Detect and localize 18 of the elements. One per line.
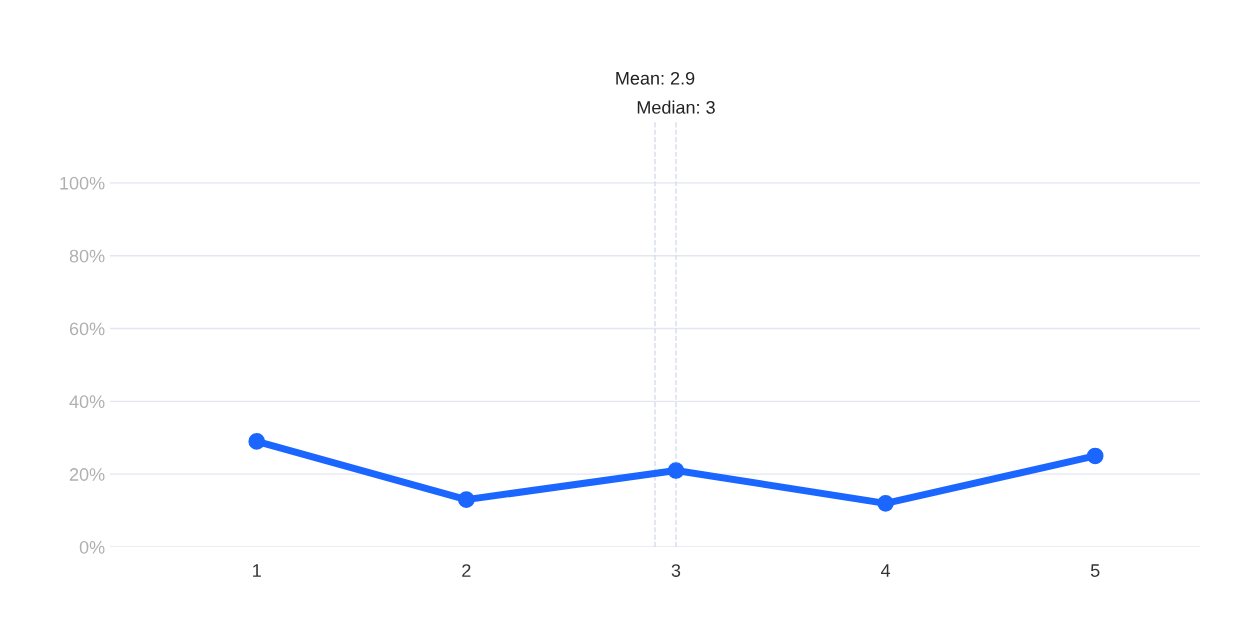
y-tick-label: 100% [60, 176, 105, 190]
x-tick-label: 3 [671, 564, 681, 577]
x-tick-label: 4 [880, 564, 891, 577]
x-tick-label: 2 [462, 564, 471, 577]
point [877, 494, 894, 512]
point [248, 433, 266, 450]
y-tick-label: 40% [69, 395, 105, 409]
y-tick-label: 20% [69, 468, 105, 481]
y-tick-label: 0% [79, 540, 105, 554]
ref-line-label: Mean: 2.9 [616, 71, 695, 85]
x-tick-label: 1 [253, 564, 261, 577]
x-tick-label: 5 [1090, 564, 1100, 577]
point [1086, 447, 1104, 465]
ref-line-label: Median: 3 [637, 100, 715, 114]
point [458, 491, 475, 509]
y-tick-label: 60% [69, 322, 105, 336]
point [667, 462, 685, 479]
y-tick-label: 80% [69, 249, 105, 263]
